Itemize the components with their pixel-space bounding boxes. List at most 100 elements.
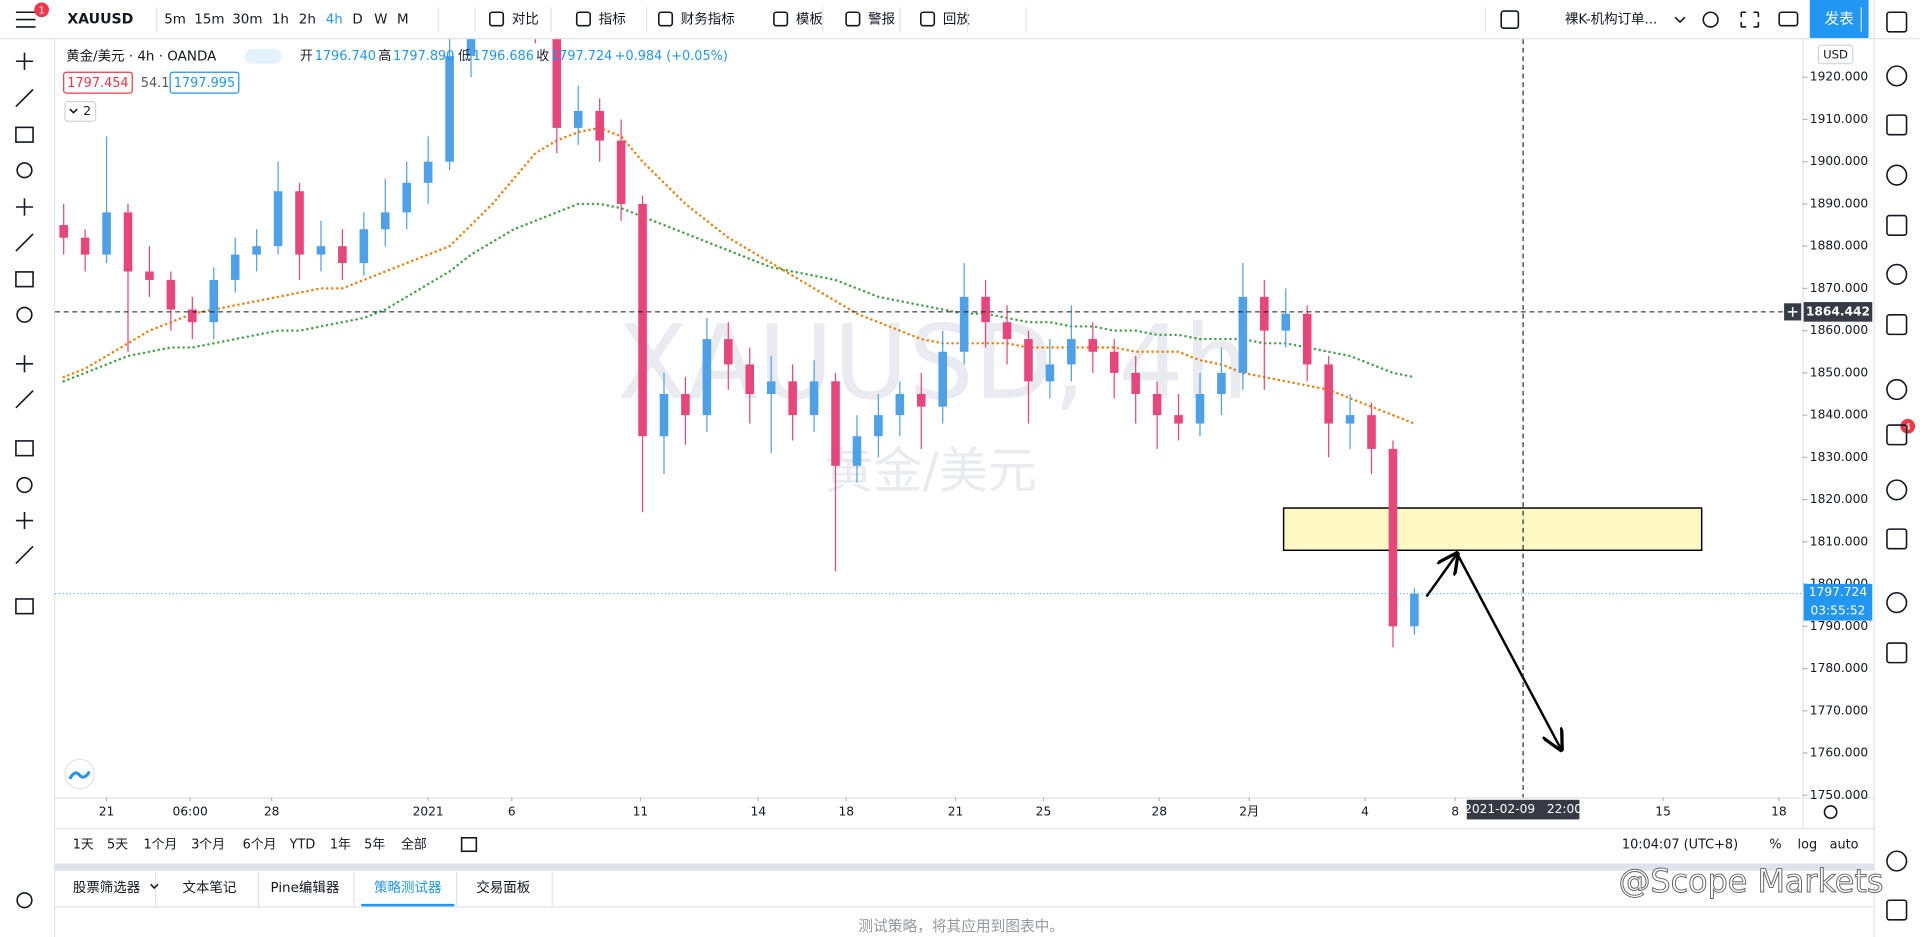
range-button[interactable]: 全部: [401, 837, 427, 853]
toolbar-button[interactable]: 回放: [943, 12, 970, 28]
x-tick-label: 2021: [413, 805, 444, 819]
panel-tab[interactable]: Pine编辑器: [270, 880, 339, 896]
tool-icon[interactable]: [15, 355, 34, 373]
interval[interactable]: 4h: [326, 12, 343, 28]
tool-icon[interactable]: [16, 162, 33, 179]
range-button[interactable]: 5天: [107, 838, 128, 853]
y-tick-label: 1840.000: [1810, 408, 1868, 422]
panel-tab[interactable]: 股票筛选器: [73, 880, 141, 896]
tool-icon[interactable]: [15, 545, 34, 564]
sidebar-icon[interactable]: [1886, 850, 1908, 872]
tool-icon[interactable]: [15, 511, 34, 530]
tool-icon[interactable]: [15, 198, 34, 216]
candle-body: [745, 364, 755, 394]
x-tick-label: 28: [1151, 805, 1167, 819]
sidebar-icon[interactable]: [1886, 642, 1908, 664]
candle-body: [938, 351, 947, 407]
plus-icon: [1787, 306, 1798, 317]
panel-tab[interactable]: 交易面板: [476, 879, 530, 896]
tool-icon[interactable]: [15, 126, 34, 143]
publish-button[interactable]: [1809, 0, 1869, 38]
splitter[interactable]: [55, 863, 1874, 871]
menu-icon[interactable]: [15, 11, 36, 28]
dropdown[interactable]: [1674, 16, 1686, 24]
x-tick-label: 21: [99, 805, 115, 819]
toolbar-button[interactable]: 指标: [599, 12, 626, 28]
tool-icon[interactable]: [16, 306, 33, 323]
tool-icon[interactable]: [15, 390, 34, 409]
interval[interactable]: 15m: [194, 12, 224, 28]
tool-icon[interactable]: [15, 440, 34, 457]
range-button[interactable]: 5年: [364, 838, 385, 853]
tool-icon[interactable]: [15, 233, 34, 252]
camera-icon[interactable]: [1778, 11, 1799, 27]
candle-body: [209, 279, 219, 323]
tool-icon[interactable]: [16, 476, 33, 494]
clock: 10:04:07 (UTC+8): [1622, 838, 1738, 853]
interval[interactable]: D: [352, 12, 362, 28]
range-button[interactable]: 1个月: [143, 838, 177, 853]
range-button[interactable]: 6个月: [243, 838, 277, 853]
fullscreen-icon[interactable]: [1740, 11, 1760, 28]
tool-icon[interactable]: [16, 892, 33, 909]
range-button[interactable]: 3个月: [191, 838, 225, 853]
settings-icon[interactable]: [1823, 805, 1838, 819]
scale-mode[interactable]: auto: [1830, 838, 1859, 853]
sidebar-icon[interactable]: [1886, 378, 1908, 401]
candle-body: [123, 212, 133, 272]
ask-box: [169, 71, 240, 94]
sidebar-icon[interactable]: [1886, 479, 1908, 501]
toolbar-button[interactable]: 对比: [512, 12, 539, 28]
indicator-count[interactable]: 2: [83, 104, 91, 118]
candle-body: [423, 161, 433, 183]
tool-icon[interactable]: [15, 271, 34, 288]
toolbar-button[interactable]: 模板: [796, 12, 823, 28]
toolbar-button[interactable]: 财务指标: [681, 12, 735, 28]
scale-mode[interactable]: %: [1769, 838, 1781, 853]
layout-name[interactable]: 裸K-机构订单...: [1565, 12, 1657, 28]
button-icon: [657, 11, 674, 27]
panel-tab[interactable]: 文本笔记: [182, 880, 236, 896]
candle-body: [252, 246, 261, 255]
crosshair-y-box: [1803, 302, 1873, 322]
sidebar-icon[interactable]: [1886, 214, 1908, 236]
candle-body: [638, 203, 647, 437]
interval[interactable]: W: [374, 12, 387, 28]
settings-icon[interactable]: [1702, 11, 1719, 28]
interval[interactable]: M: [397, 12, 409, 28]
sidebar-icon[interactable]: [1886, 263, 1908, 285]
checkbox[interactable]: [1500, 10, 1520, 29]
interval[interactable]: 30m: [232, 12, 262, 28]
candle-body: [1260, 296, 1269, 331]
sidebar-icon[interactable]: [1886, 11, 1908, 33]
currency-box[interactable]: [1817, 44, 1854, 65]
button-icon: [489, 11, 505, 27]
sidebar-icon[interactable]: [1886, 313, 1908, 336]
toolbar-button[interactable]: 警报: [868, 12, 895, 28]
sidebar-icon[interactable]: [1886, 424, 1908, 446]
tool-icon[interactable]: [15, 88, 34, 108]
range-button[interactable]: 1天: [73, 838, 94, 853]
sidebar-icon[interactable]: [1886, 65, 1908, 87]
sidebar-icon[interactable]: [1886, 528, 1908, 550]
date-range-icon[interactable]: [460, 836, 478, 853]
sidebar-icon[interactable]: [1886, 899, 1908, 921]
indicator-toggle[interactable]: [64, 101, 97, 122]
tool-icon[interactable]: [15, 52, 34, 70]
image-watermark: @Scope Markets: [1619, 862, 1884, 900]
interval[interactable]: 1h: [272, 12, 289, 28]
interval[interactable]: 2h: [299, 12, 316, 28]
scale-mode[interactable]: log: [1798, 838, 1818, 853]
interval[interactable]: 5m: [164, 12, 186, 28]
x-tick-label: 25: [1036, 805, 1052, 819]
panel-tab[interactable]: 策略测试器: [374, 879, 442, 896]
tool-icon[interactable]: [15, 598, 34, 615]
sidebar-icon[interactable]: [1886, 114, 1908, 136]
range-button[interactable]: 1年: [330, 838, 351, 853]
publish-label[interactable]: 发表: [1824, 11, 1854, 28]
sidebar-icon[interactable]: [1886, 164, 1908, 186]
symbol[interactable]: XAUUSD: [67, 12, 133, 28]
range-button[interactable]: YTD: [289, 838, 316, 853]
sidebar-icon[interactable]: [1886, 592, 1908, 614]
legend-label: 低: [458, 49, 471, 64]
